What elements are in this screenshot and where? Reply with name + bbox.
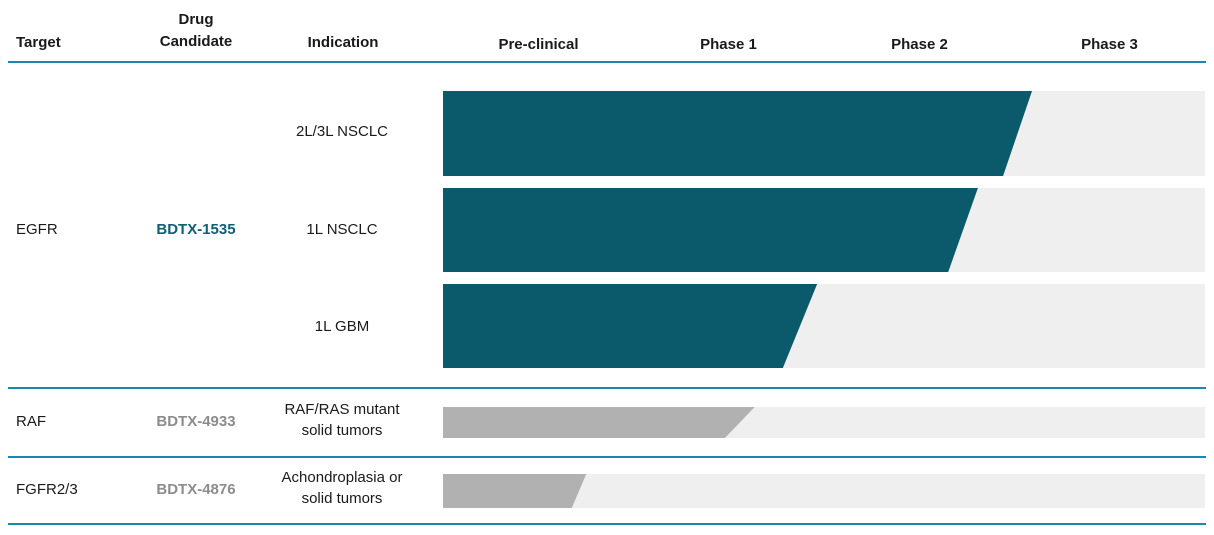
indication-label-1l-nsclc: 1L NSCLC xyxy=(306,221,378,238)
indication-label-raf-ras-mutant-solid-tumors: RAF/RAS mutant solid tumors xyxy=(284,401,400,439)
indication-label-1l-gbm: 1L GBM xyxy=(314,318,370,335)
column-header-target: Target xyxy=(16,34,61,51)
raf-group-top-divider xyxy=(8,387,1206,389)
phase-header-phase2: Phase 2 xyxy=(891,36,948,53)
progress-bar-raf xyxy=(443,407,755,438)
progress-track-1l-nsclc xyxy=(443,188,1205,272)
drug-candidate-label-bdtx-4876: BDTX-4876 xyxy=(156,481,236,498)
progress-bar-2l3l-nsclc xyxy=(443,91,1033,176)
progress-track-fgfr xyxy=(443,474,1205,508)
drug-candidate-label-bdtx-1535: BDTX-1535 xyxy=(156,221,236,238)
indication-label-2l3l-nsclc: 2L/3L NSCLC xyxy=(296,123,388,140)
progress-bar-1l-nsclc xyxy=(443,188,978,272)
phase-header-phase1: Phase 1 xyxy=(700,36,757,53)
phase-header-preclinical: Pre-clinical xyxy=(498,36,579,53)
target-label-raf: RAF xyxy=(16,413,46,430)
column-header-drug-candidate: Drug Candidate xyxy=(159,11,233,50)
header-divider xyxy=(8,61,1206,63)
indication-label-achondroplasia-solid-tumors: Achondroplasia or solid tumors xyxy=(281,469,403,507)
fgfr-group-top-divider xyxy=(8,456,1206,458)
phase-header-phase3: Phase 3 xyxy=(1081,36,1138,53)
column-header-indication: Indication xyxy=(307,34,379,51)
target-label-egfr: EGFR xyxy=(16,221,58,238)
progress-track-1l-gbm xyxy=(443,284,1205,368)
progress-track-2l3l-nsclc xyxy=(443,91,1205,176)
drug-candidate-label-bdtx-4933: BDTX-4933 xyxy=(156,413,236,430)
progress-bar-fgfr xyxy=(443,474,587,508)
progress-bar-1l-gbm xyxy=(443,284,818,368)
target-label-fgfr2-3: FGFR2/3 xyxy=(16,481,78,498)
progress-track-raf xyxy=(443,407,1205,438)
bottom-divider xyxy=(8,523,1206,525)
